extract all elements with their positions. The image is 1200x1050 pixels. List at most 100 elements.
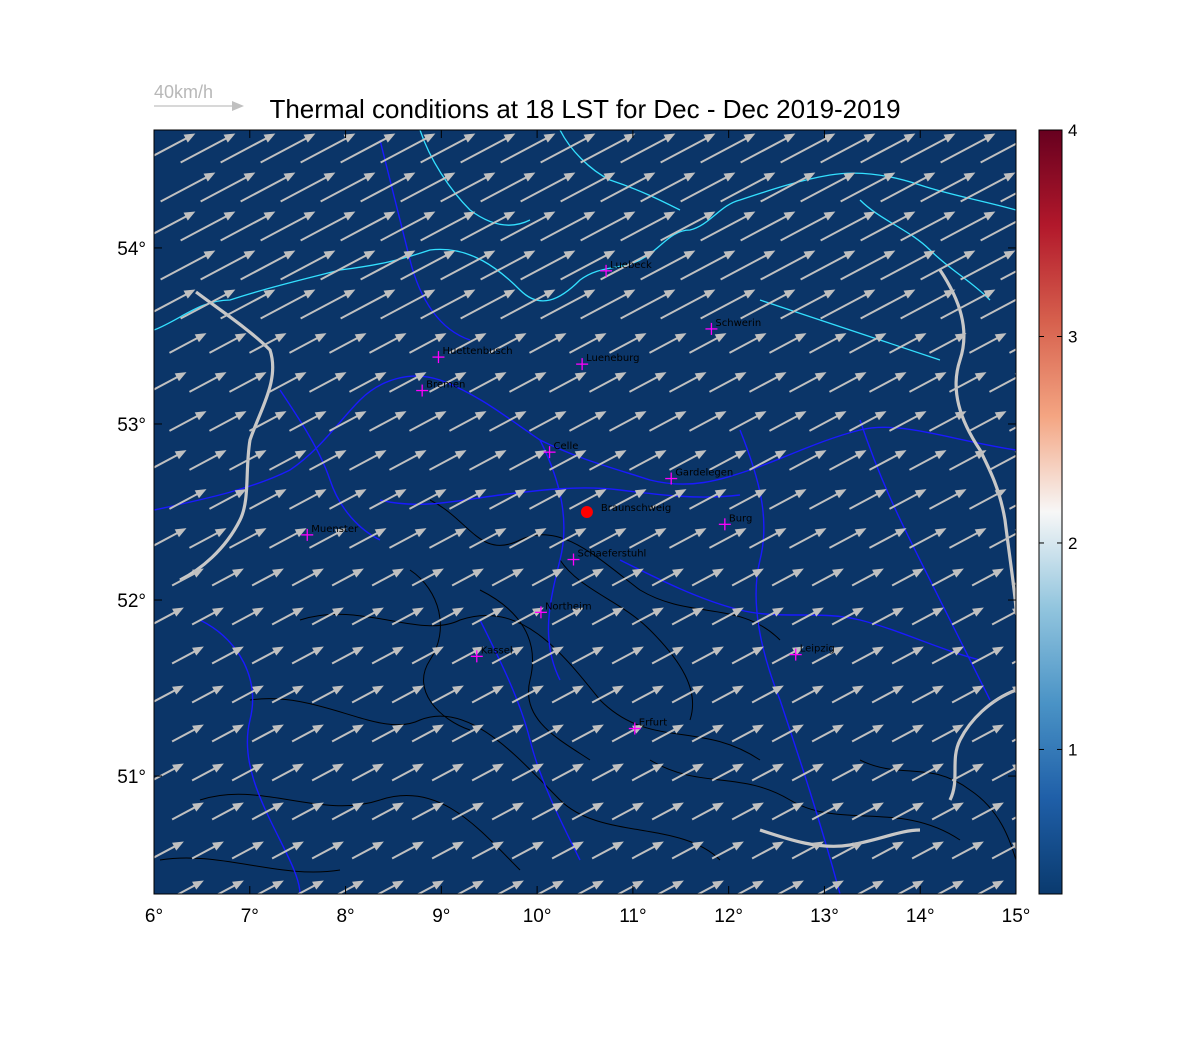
wind-arrow [971, 802, 1004, 821]
wind-arrow [571, 646, 604, 665]
wind-arrow [291, 802, 324, 821]
wind-arrow [751, 607, 784, 626]
wind-arrow [531, 568, 564, 587]
wind-arrow [740, 133, 796, 164]
wind-arrow [620, 133, 676, 164]
wind-arrow [200, 250, 256, 281]
wind-arrow [568, 333, 607, 354]
wind-arrow [691, 724, 724, 743]
wind-arrow [211, 646, 244, 665]
wind-arrow [268, 372, 307, 393]
wind-arrow [980, 220, 1016, 242]
wind-arrow [991, 608, 1016, 626]
wind-arrow [568, 411, 607, 432]
figure-title: Thermal conditions at 18 LST for Dec - D… [269, 94, 900, 124]
wind-arrow [731, 646, 764, 665]
wind-arrow [456, 880, 484, 894]
wind-arrow [368, 411, 407, 432]
wind-arrow [411, 724, 444, 743]
wind-arrow [1000, 270, 1016, 281]
wind-arrow [731, 568, 764, 587]
wind-arrow [411, 802, 444, 821]
wind-arrow [591, 841, 624, 860]
wind-arrow [808, 411, 847, 432]
y-tick-label: 52° [117, 591, 146, 612]
city-marker-lueneburg: Lueneburg [576, 353, 639, 371]
wind-arrow [940, 133, 996, 164]
wind-arrow [680, 250, 736, 281]
wind-arrow [471, 685, 504, 704]
wind-arrow [951, 607, 984, 626]
wind-arrow [640, 250, 696, 281]
wind-arrow [811, 568, 844, 587]
wind-arrow [908, 372, 947, 393]
wind-arrow [651, 802, 684, 821]
wind-arrow [448, 333, 487, 354]
wind-arrow [320, 172, 376, 203]
wind-arrow [260, 133, 316, 164]
city-marker-bremen: Bremen [416, 380, 465, 397]
wind-arrow [700, 289, 756, 320]
wind-arrow [940, 289, 996, 320]
wind-arrow [551, 763, 584, 782]
wind-arrow [940, 211, 996, 242]
wind-arrow [731, 802, 764, 821]
wind-arrow [851, 568, 884, 587]
wind-arrow [688, 411, 727, 432]
city-marker-kassel: Kassel [470, 645, 513, 663]
wind-arrow [771, 802, 804, 821]
wind-arrow [460, 289, 516, 320]
wind-arrow [628, 528, 667, 549]
wind-arrow [331, 802, 364, 821]
highlight-label: Braunschweig [601, 503, 671, 514]
wind-arrow [831, 841, 864, 860]
wind-arrow [688, 489, 727, 510]
city-marker-schaeferstuhl: Schaeferstuhl [567, 549, 646, 566]
wind-arrow [328, 489, 367, 510]
wind-arrow [840, 250, 896, 281]
wind-arrow [868, 372, 907, 393]
wind-arrow [651, 568, 684, 587]
wind-arrow [251, 568, 284, 587]
wind-arrow [288, 411, 327, 432]
wind-arrow [468, 528, 507, 549]
wind-arrow [496, 880, 524, 894]
wind-arrow [968, 333, 1007, 354]
wind-arrow [248, 333, 287, 354]
wind-arrow [931, 646, 964, 665]
wind-arrow [451, 724, 484, 743]
wind-arrow [348, 372, 387, 393]
wind-arrow [368, 489, 407, 510]
wind-arrow [200, 172, 256, 203]
wind-arrow [671, 841, 704, 860]
wind-arrow [191, 763, 224, 782]
wind-arrow [696, 880, 724, 894]
wind-arrow [216, 880, 244, 894]
wind-arrow [811, 802, 844, 821]
wind-arrow [871, 841, 904, 860]
wind-arrow [296, 880, 324, 894]
wind-arrow [771, 724, 804, 743]
wind-arrow [920, 172, 976, 203]
wind-arrow [228, 450, 267, 471]
wind-arrow [628, 450, 667, 471]
wind-arrow [528, 333, 567, 354]
wind-arrow [540, 289, 596, 320]
wind-arrow [788, 450, 827, 471]
wind-scale-label: 40km/h [154, 82, 213, 102]
wind-arrow [288, 489, 327, 510]
x-tick-label: 13° [810, 906, 839, 927]
wind-arrow [416, 880, 444, 894]
wind-arrow [531, 724, 564, 743]
wind-arrow [451, 802, 484, 821]
wind-arrow [511, 763, 544, 782]
city-marker-leipzig: Leipzig [789, 644, 835, 661]
wind-arrow [191, 841, 224, 860]
colorbar-tick-label: 1 [1068, 740, 1077, 759]
wind-arrow [231, 763, 264, 782]
x-tick-label: 12° [714, 906, 743, 927]
wind-arrow [751, 841, 784, 860]
wind-arrow [780, 133, 836, 164]
wind-arrow [868, 450, 907, 471]
wind-arrow [828, 528, 867, 549]
